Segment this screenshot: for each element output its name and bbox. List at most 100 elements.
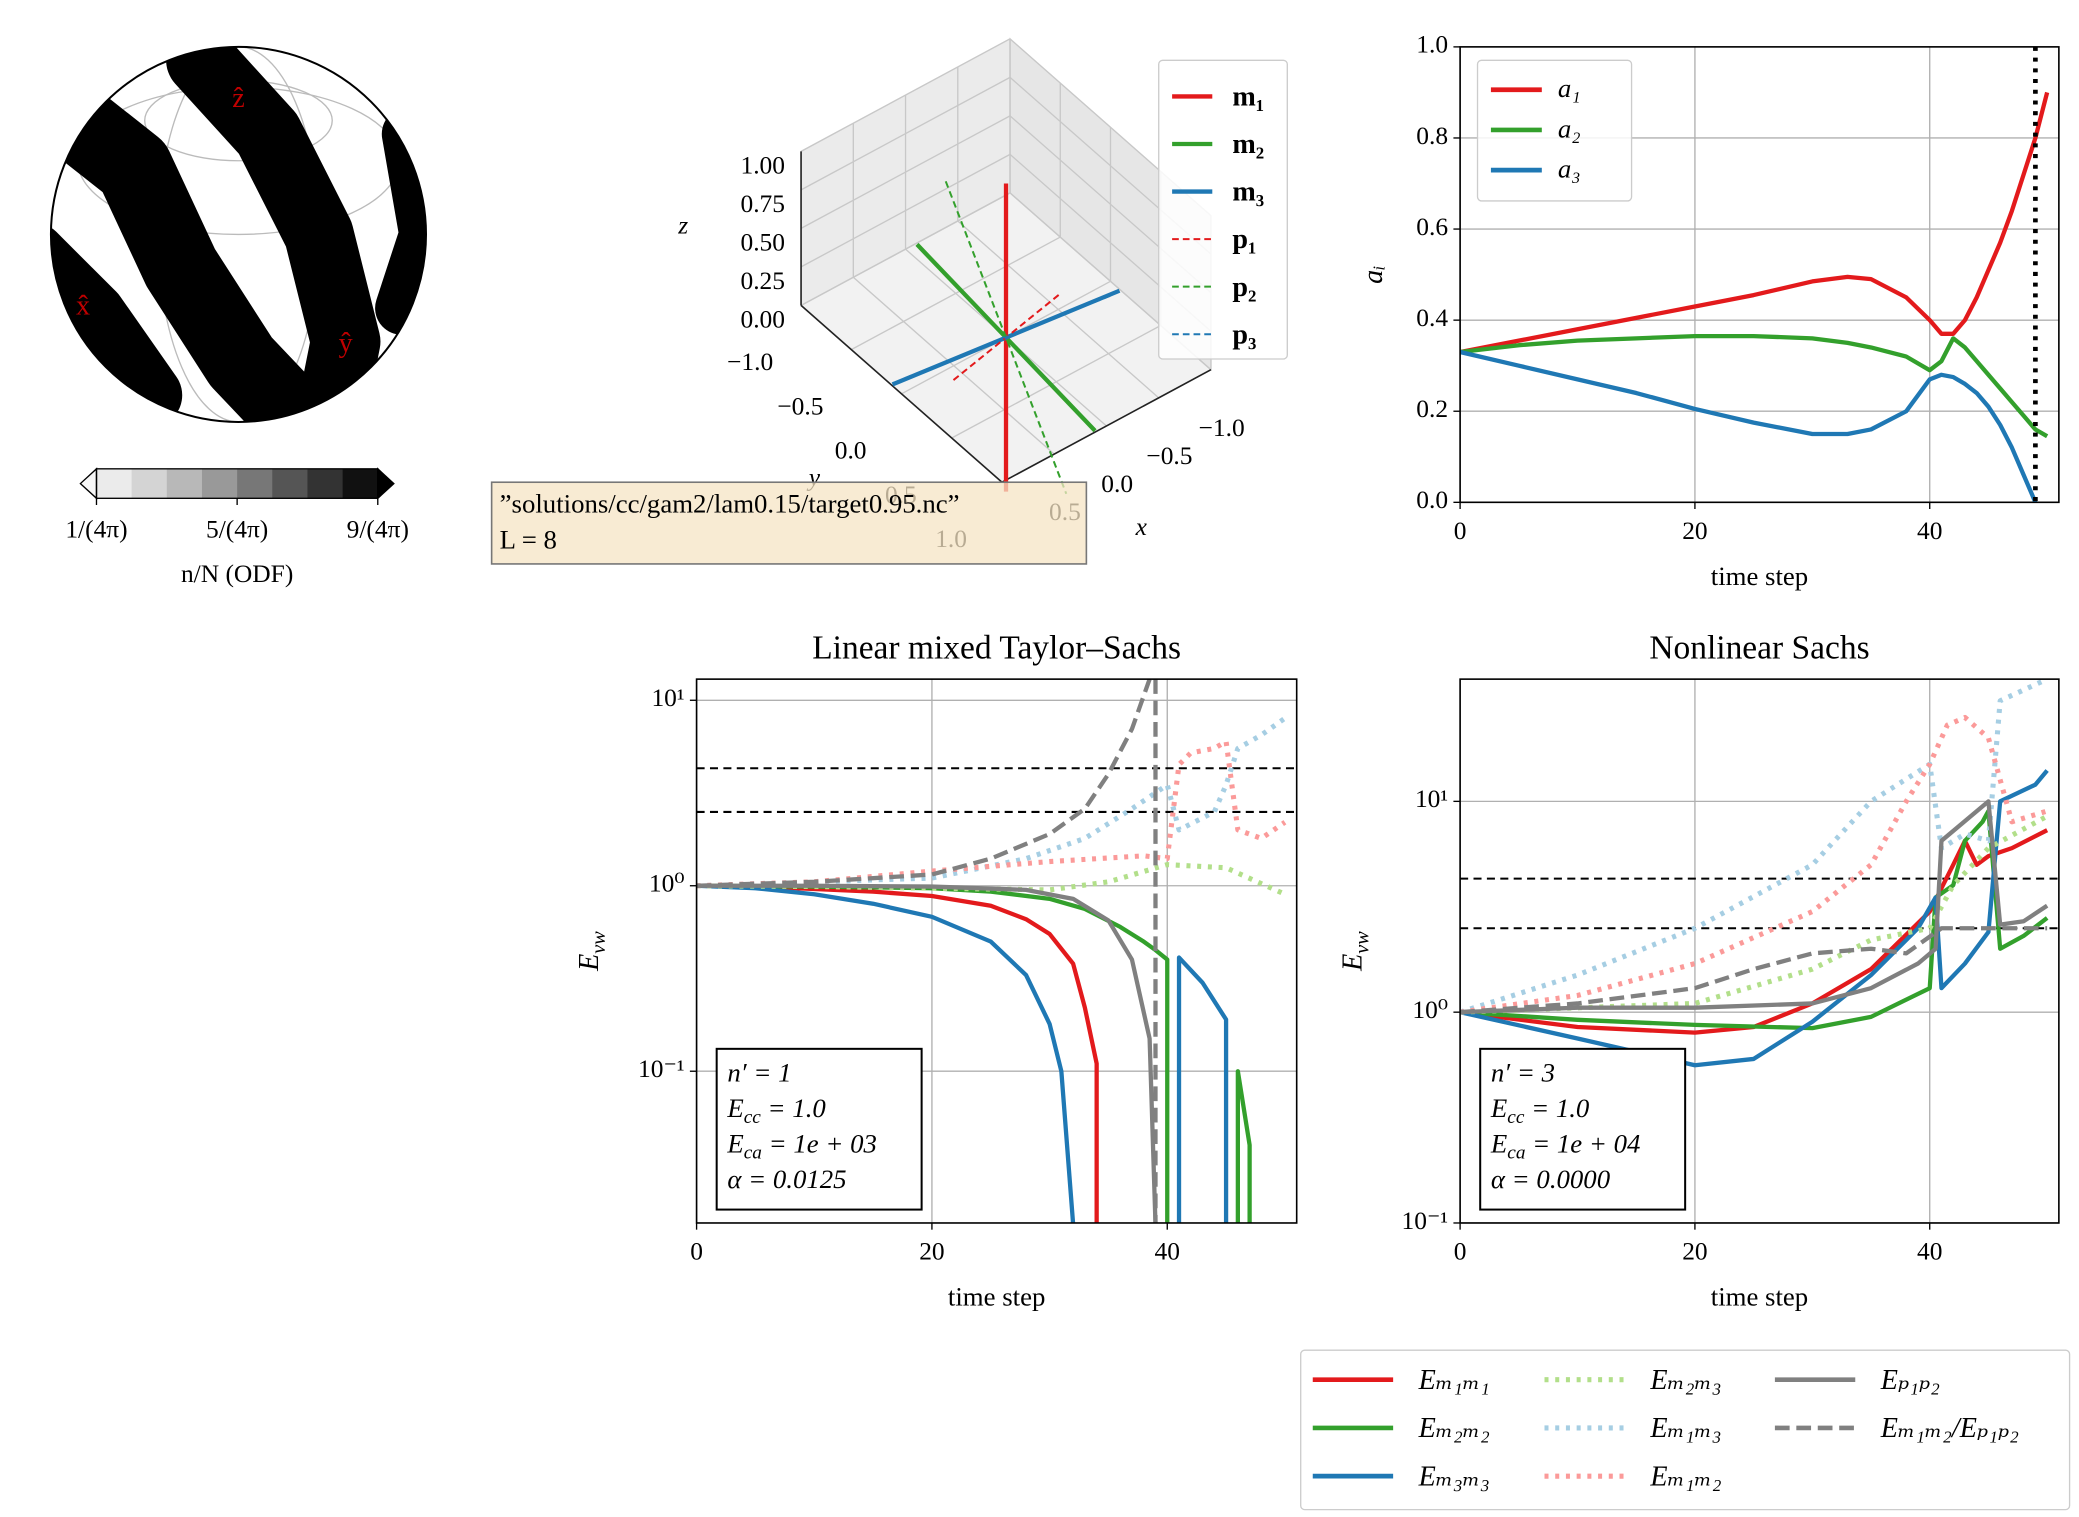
- x-axis-label: x: [1135, 512, 1148, 541]
- series-line: [696, 679, 1158, 1223]
- annotation-box: [715, 1047, 923, 1211]
- x-tick-label: 40: [1917, 516, 1942, 545]
- y-axis-label: Evw: [575, 931, 610, 972]
- axis-line: [1001, 368, 1212, 483]
- series-line: [1460, 714, 2048, 1015]
- annotation-text: α = 0.0125: [727, 1164, 846, 1194]
- annotation-text-part: E: [1490, 1093, 1507, 1123]
- chart-title: Nonlinear Sachs: [1649, 630, 1869, 667]
- annotation-text-sub: cc: [1507, 1108, 1525, 1129]
- z-tick-label: 0.00: [740, 304, 785, 333]
- grid-line: [800, 153, 1011, 268]
- series-line: [1460, 926, 2048, 1015]
- colorbar-cell: [131, 468, 168, 499]
- x-tick-label: 0: [1454, 1237, 1467, 1266]
- x-tick-label: 20: [919, 1237, 944, 1266]
- y-tick-label: 10⁰: [1412, 995, 1448, 1024]
- colorbar-extend: [377, 467, 395, 500]
- grid-line: [800, 192, 1011, 306]
- vector: [901, 294, 1111, 381]
- colorbar-cell: [307, 468, 344, 499]
- y-tick-label: 10⁻¹: [1402, 1206, 1449, 1235]
- legend-label: p₃: [1232, 319, 1256, 350]
- legend-label: a₂: [1558, 113, 1581, 143]
- legend-label: Eₘ₂ₘ₃: [1649, 1365, 1721, 1396]
- x-tick-label: 40: [1155, 1237, 1180, 1266]
- series-line: [1460, 333, 2049, 439]
- annotation-text: n′ = 1: [727, 1058, 791, 1088]
- axes-frame: [695, 678, 1298, 1224]
- odf-sphere: ẑ x̂ ŷ: [49, 45, 428, 423]
- y-axis-label-part: E: [575, 954, 606, 972]
- annotation-text: α = 0.0000: [1491, 1164, 1611, 1194]
- legend-label: Eₘ₁ₘ₂/Eₚ₁ₚ₂: [1880, 1413, 2019, 1444]
- x-tick-label: −0.5: [1146, 441, 1192, 470]
- series-line: [1460, 813, 2049, 1015]
- x-tick-label: 0: [690, 1237, 703, 1266]
- y-axis-label-sub: vw: [1351, 931, 1373, 954]
- annotation-text-part: n′ = 3: [1491, 1058, 1555, 1088]
- series-line: [1460, 799, 2049, 1015]
- annotation-box: [1479, 1047, 1687, 1211]
- y-axis-label-part: E: [1338, 954, 1369, 972]
- legend-label: p₁: [1232, 224, 1256, 255]
- annotation-text: Eca = 1e + 03: [726, 1129, 877, 1164]
- annotation-text-part: E: [1490, 1129, 1507, 1159]
- annotation-text-part: α = 0.0000: [1491, 1164, 1611, 1194]
- colorbar-tick-label: 9/(4π): [347, 515, 409, 544]
- annotation-text-part: n′ = 1: [727, 1058, 791, 1088]
- y-tick-label: 0.6: [1416, 212, 1448, 241]
- y-axis-label-sub: vw: [588, 931, 610, 954]
- annotation-text: Ecc = 1.0: [1490, 1093, 1590, 1128]
- legend-box: [1300, 1349, 2071, 1511]
- x-tick-label: 0.0: [1101, 469, 1133, 498]
- x-tick-label: −1.0: [1199, 413, 1245, 442]
- x-tick-label: 0: [1454, 516, 1467, 545]
- series-line: [1460, 91, 2050, 355]
- x-axis-label: time step: [1711, 561, 1808, 591]
- axes-frame: [1459, 678, 2060, 1224]
- y-tick-label: 0.8: [1416, 121, 1448, 150]
- legend-label: p₂: [1232, 272, 1256, 303]
- sphere-outline: [49, 45, 428, 423]
- annotation-text: Eca = 1e + 04: [1490, 1129, 1641, 1164]
- legend-label: a₁: [1558, 73, 1581, 103]
- x-tick-label: 20: [1682, 516, 1707, 545]
- plot-content: [1460, 679, 2059, 1068]
- odf-band: [166, 46, 381, 422]
- legend-label: Eₘ₃ₘ₃: [1418, 1461, 1490, 1492]
- annotation-text-part: α = 0.0125: [727, 1164, 846, 1194]
- legend-label: Eₚ₁ₚ₂: [1880, 1365, 1940, 1396]
- series-line: [1460, 349, 2038, 503]
- axis-label: ẑ: [232, 83, 244, 114]
- z-tick-label: 0.75: [740, 189, 785, 218]
- colorbar-cell: [272, 468, 309, 499]
- z-tick-label: 0.25: [740, 266, 785, 295]
- y-tick-label: 10⁰: [649, 869, 685, 898]
- plot-content: [1460, 46, 2050, 503]
- annotation-box: [490, 481, 1088, 565]
- annotation-text-part: = 1e + 03: [762, 1129, 877, 1159]
- annotation-text-part: = 1.0: [1524, 1093, 1590, 1123]
- annotation-text-part: E: [726, 1129, 743, 1159]
- series-line: [696, 716, 1287, 889]
- z-axis-label: z: [677, 211, 688, 240]
- y-tick-label: −0.5: [777, 391, 823, 420]
- annotation-text: Ecc = 1.0: [726, 1093, 826, 1128]
- y-axis-label: Evw: [1338, 931, 1373, 972]
- axes-frame: [1459, 46, 2060, 504]
- colorbar-label: n/N (ODF): [181, 559, 293, 588]
- grid-line: [800, 115, 1011, 229]
- colorbar-tick-label: 5/(4π): [206, 515, 268, 544]
- legend-box: [1476, 59, 1633, 202]
- x-tick-label: 20: [1682, 1237, 1707, 1266]
- grid-line: [850, 236, 1061, 351]
- colorbar-extend: [79, 467, 98, 500]
- legend-label: m₂: [1232, 129, 1264, 160]
- y-tick-label: 10⁻¹: [638, 1054, 685, 1083]
- y-tick-label: −1.0: [727, 347, 773, 376]
- grid-line: [800, 38, 1011, 152]
- legend-label: Eₘ₁ₘ₃: [1649, 1413, 1721, 1444]
- annotation-text-part: E: [726, 1093, 743, 1123]
- chart-title: Linear mixed Taylor–Sachs: [812, 630, 1181, 667]
